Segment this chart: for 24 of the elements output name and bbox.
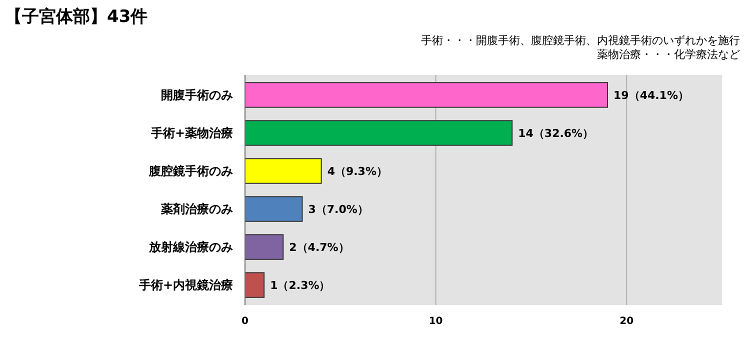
y-tick-label: 手術+内視鏡治療	[138, 278, 233, 292]
data-label: 2（4.7%）	[289, 240, 350, 254]
y-tick-label: 手術+薬物治療	[150, 126, 233, 140]
data-label: 1（2.3%）	[270, 278, 330, 292]
x-tick-label: 10	[428, 316, 443, 327]
bar	[244, 196, 303, 222]
bar	[244, 234, 284, 260]
text: 薬物治療・・・化学療法など	[597, 48, 740, 61]
x-tick-label: 20	[620, 316, 634, 327]
text: 手術・・・開腹手術、腹腔鏡手術、内視鏡手術のいずれかを施行	[421, 34, 740, 47]
bar	[244, 120, 513, 146]
y-tick-label: 薬剤治療のみ	[160, 202, 233, 216]
bar	[244, 158, 322, 184]
y-tick-label: 腹腔鏡手術のみ	[148, 164, 233, 178]
text: 【子宮体部】43件	[5, 7, 148, 27]
y-tick-label: 開腹手術のみ	[161, 88, 233, 102]
x-tick-label: 0	[242, 316, 249, 327]
data-label: 4（9.3%）	[327, 164, 388, 178]
data-label: 19（44.1%）	[614, 88, 690, 102]
data-label: 14（32.6%）	[518, 126, 594, 140]
y-tick-label: 放射線治療のみ	[148, 240, 233, 254]
data-label: 3（7.0%）	[308, 202, 368, 216]
bar	[244, 272, 265, 298]
bar	[244, 82, 608, 108]
